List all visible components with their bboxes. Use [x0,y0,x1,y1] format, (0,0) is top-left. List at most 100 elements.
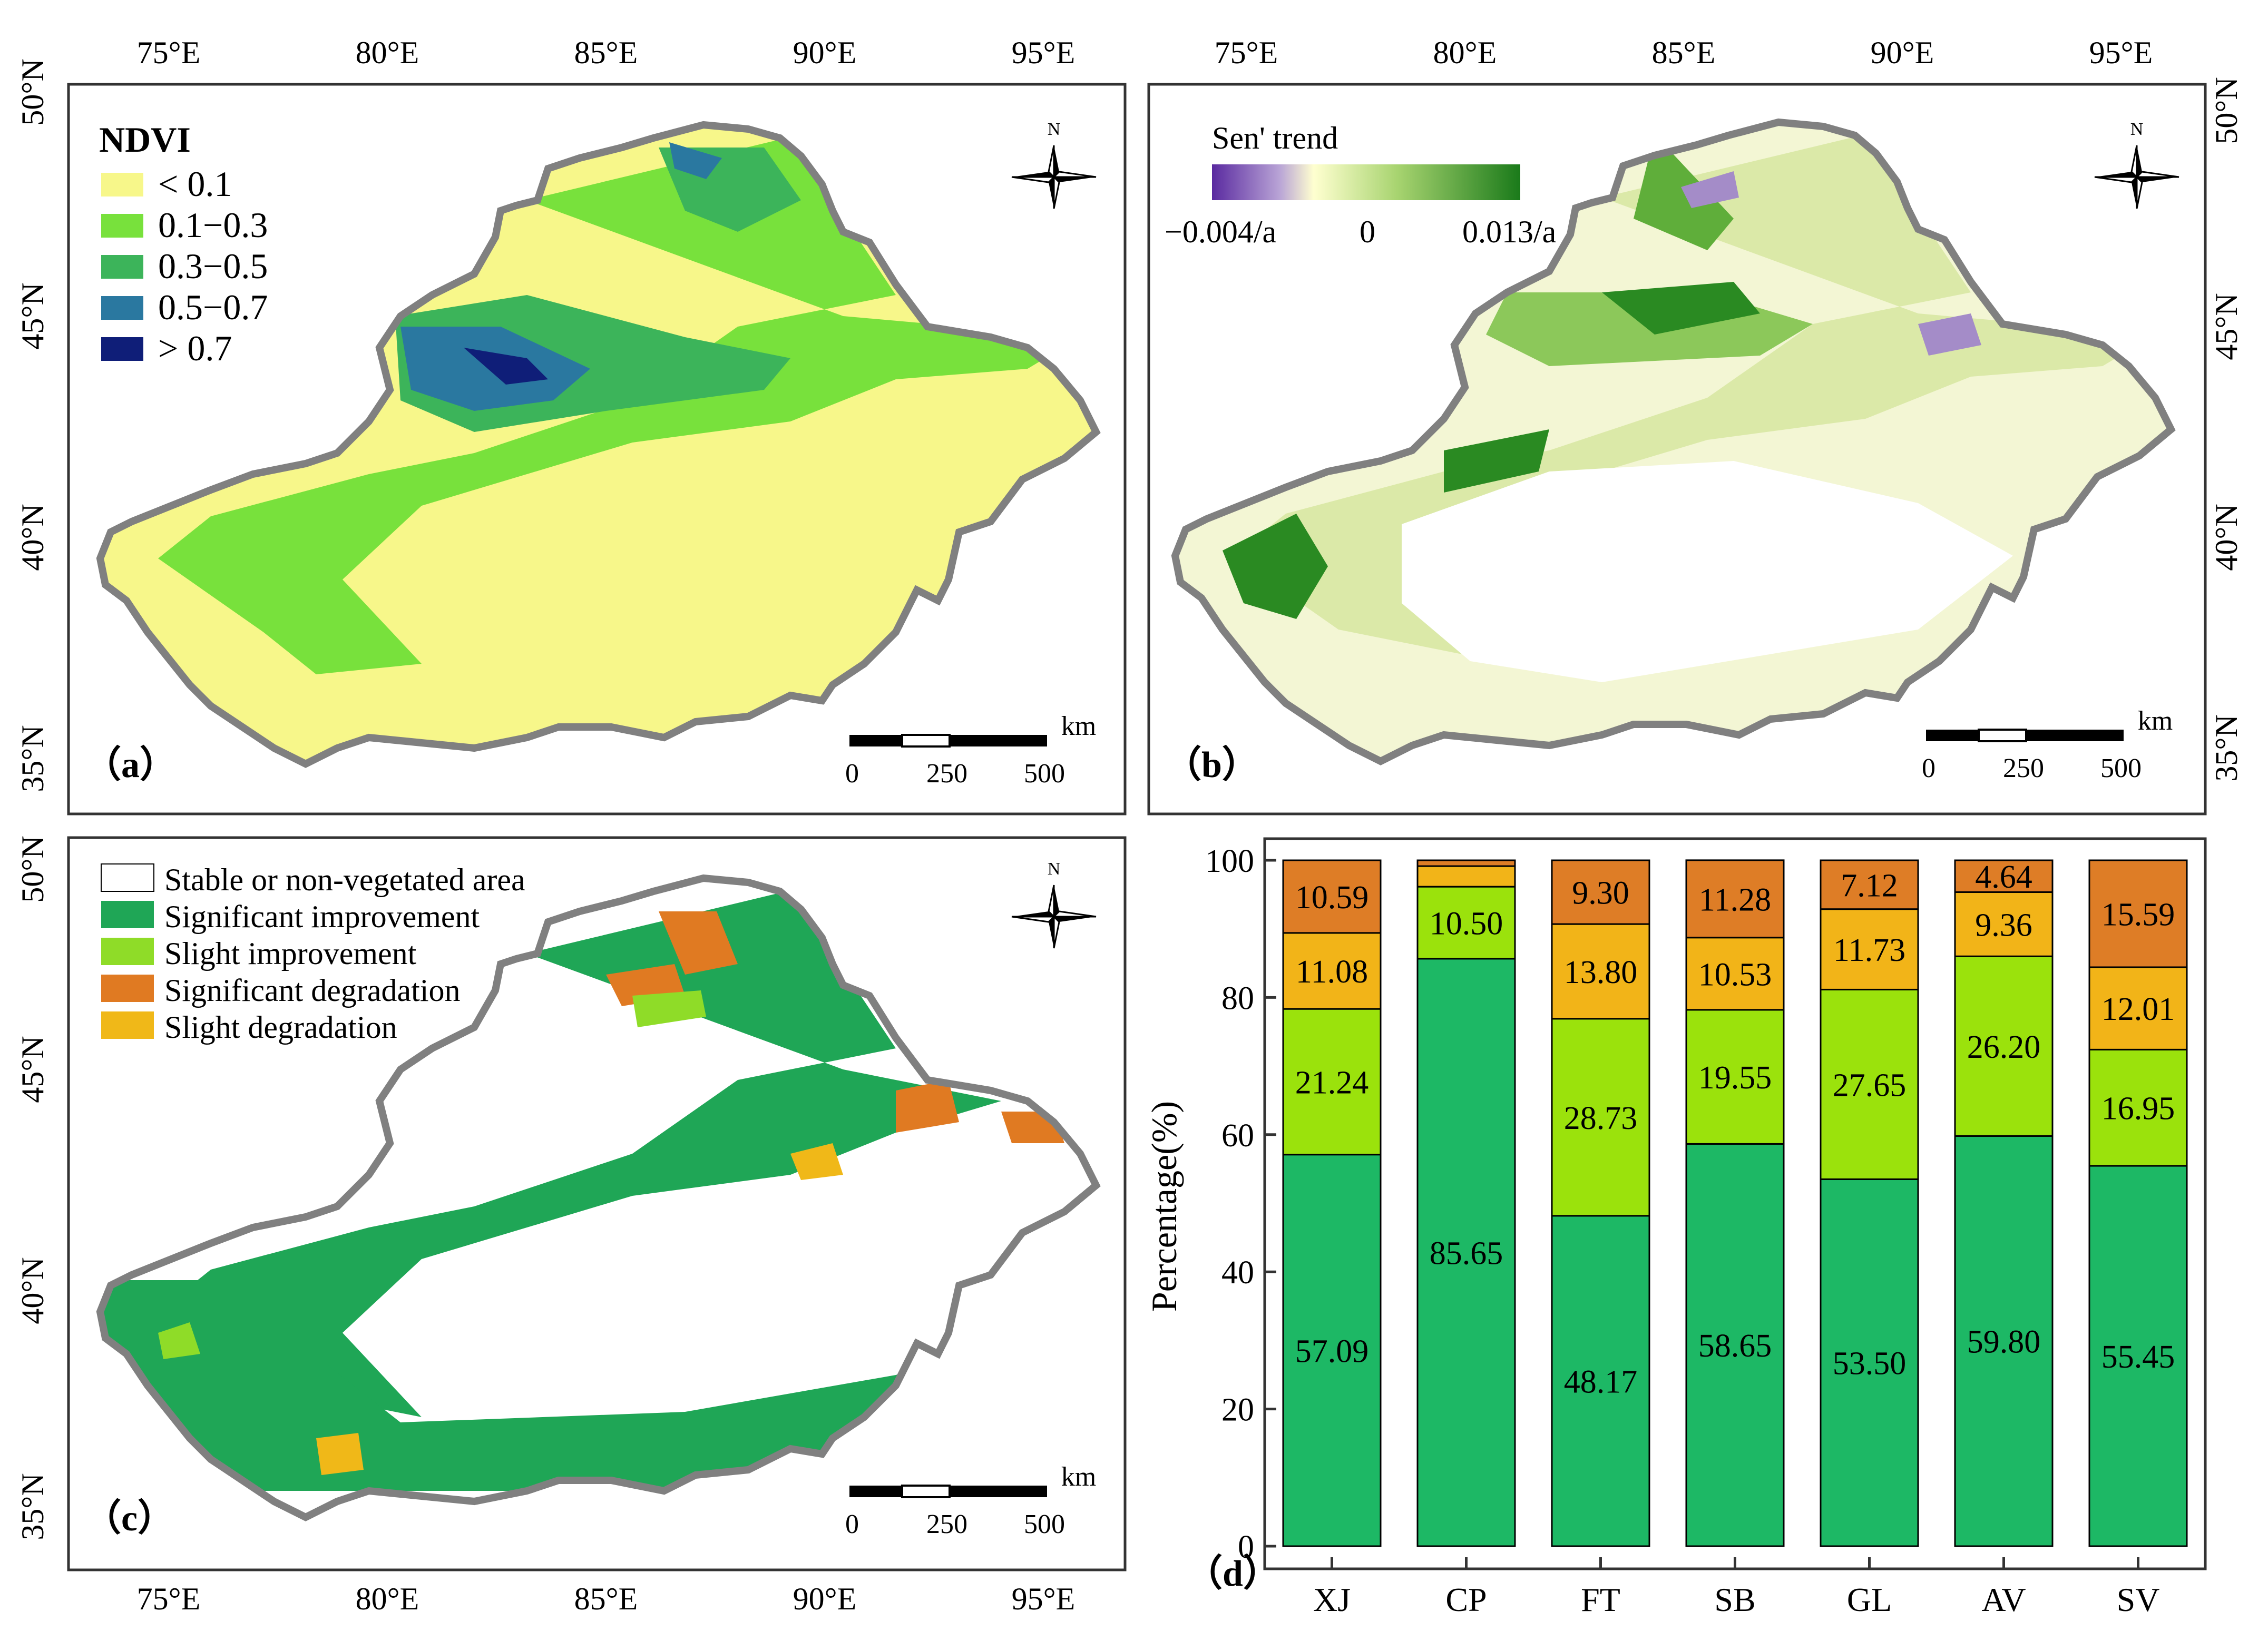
ndvi-zone-0.5-0.7 [669,142,722,179]
bar-segment [1416,958,1516,1547]
data-label: 85.65 [1430,1235,1503,1271]
legend-mid: 0 [1360,214,1375,249]
bar-segment [1551,923,1650,1020]
bar-segment [1282,1008,1382,1156]
panel-a-map [100,125,1096,764]
x-tick-label: GL [1847,1581,1892,1618]
lon-label: 85°E [1652,35,1716,70]
legend-swatch [101,938,154,965]
lat-label: 40°N [2209,504,2244,571]
data-label: 28.73 [1564,1101,1638,1136]
svg-text:250: 250 [2003,753,2044,783]
bar-segment [1416,865,1516,888]
legend-max: 0.013/a [1462,214,1556,249]
panel-label: （b） [1165,744,1259,785]
legend-label: Significant improvement [164,899,480,934]
data-label: 48.17 [1564,1364,1638,1400]
bar-segment [1820,859,1919,910]
data-label: 11.73 [1833,932,1905,968]
lat-label: 50°N [15,836,50,902]
svg-text:500: 500 [1024,759,1065,789]
data-label: 11.08 [1296,954,1368,990]
stacked-bar-chart: 0 20 40 60 80 100 XJ 57.09 21.24 11.08 10.59 CP 85.6… [1205,837,2207,1618]
lon-label: 90°E [793,35,857,70]
lat-label: 35°N [2209,714,2244,781]
y-tick-label: 20 [1221,1392,1254,1428]
bar-segment [1820,908,1919,990]
x-tick-label: SV [2117,1581,2160,1618]
bar-segment [1416,859,1516,867]
data-label: 55.45 [2101,1339,2175,1375]
data-label: 9.30 [1572,876,1629,911]
panel-c-map [79,878,1096,1517]
panel-a-axis-labels: 75°E 80°E 85°E 90°E 95°E 50°N 45°N 40°N … [15,35,1075,792]
data-label: 4.64 [1975,859,2032,895]
data-label: 59.80 [1967,1324,2041,1360]
svg-text:500: 500 [2100,753,2142,783]
x-tick-label: FT [1581,1581,1620,1618]
svg-text:N: N [1048,859,1061,879]
lat-label: 50°N [2209,77,2244,144]
bar-segment [2088,1048,2188,1167]
svg-text:km: km [2138,706,2173,736]
legend-label: Slight improvement [164,936,417,971]
legend-label: < 0.1 [158,164,232,204]
bar-segment [1954,891,2054,957]
lon-label: 95°E [2089,35,2153,70]
x-tick-label: SB [1714,1581,1755,1618]
lon-label: 95°E [1012,1581,1076,1616]
y-tick-label: 40 [1221,1255,1254,1291]
legend-swatch [101,1011,154,1039]
panel-b-legend: Sen' trend −0.004/a 0 0.013/a [1165,121,1556,249]
panel-c: 75°E 80°E 85°E 90°E 95°E 50°N 45°N 40°N … [15,836,1127,1616]
panel-a: 75°E 80°E 85°E 90°E 95°E 50°N 45°N 40°N … [15,35,1127,816]
lon-label: 85°E [574,1581,638,1616]
lat-label: 45°N [15,1036,50,1103]
lon-label: 75°E [137,1581,201,1616]
x-tick-label: AV [1981,1581,2026,1618]
lon-label: 85°E [574,35,638,70]
lon-label: 95°E [1012,35,1076,70]
bar-segment [1954,955,2054,1137]
svg-text:250: 250 [926,1509,967,1539]
lat-label: 45°N [2209,293,2244,360]
svg-text:250: 250 [926,759,967,789]
bar-segment [1416,886,1516,960]
data-label: 10.53 [1698,957,1772,993]
svg-text:0: 0 [845,1509,859,1539]
data-label: 19.55 [1698,1060,1772,1096]
svg-text:500: 500 [1024,1509,1065,1539]
legend-label: > 0.7 [158,328,232,368]
panel-b-map [1175,122,2171,761]
data-label: 15.59 [2101,897,2175,932]
data-label: 12.01 [2101,991,2175,1027]
bar-segment [1820,988,1919,1180]
lon-label: 80°E [356,35,419,70]
data-label: 53.50 [1833,1346,1907,1382]
panel-label: （a） [84,744,177,785]
legend-label: Stable or non-vegetated area [164,862,525,897]
svg-text:N: N [2130,120,2144,139]
data-label: 10.50 [1430,906,1503,941]
bar-segment [2088,859,2188,968]
panel-b: 75°E 80°E 85°E 90°E 95°E 50°N 45°N 40°N … [1147,35,2244,816]
svg-text:0: 0 [1922,753,1935,783]
svg-text:0: 0 [845,759,859,789]
north-arrow-icon: N [1011,120,1097,210]
scale-bar: km 0 250 500 [845,711,1096,789]
data-label: 58.65 [1698,1328,1772,1364]
y-tick-label: 100 [1205,843,1254,879]
y-tick-label: 80 [1221,980,1254,1016]
legend-title: NDVI [99,120,191,160]
lon-label: 90°E [793,1581,857,1616]
data-label: 10.59 [1295,880,1369,916]
legend-label: 0.5−0.7 [158,287,268,327]
svg-text:N: N [1048,120,1061,139]
lat-label: 40°N [15,504,50,571]
lat-label: 35°N [15,725,50,792]
bar-segment [1685,1143,1785,1547]
data-label: 11.28 [1699,882,1771,918]
panel-c-axis-labels: 75°E 80°E 85°E 90°E 95°E 50°N 45°N 40°N … [15,836,1075,1616]
bar-segment [1685,859,1785,939]
lat-label: 50°N [15,58,50,125]
